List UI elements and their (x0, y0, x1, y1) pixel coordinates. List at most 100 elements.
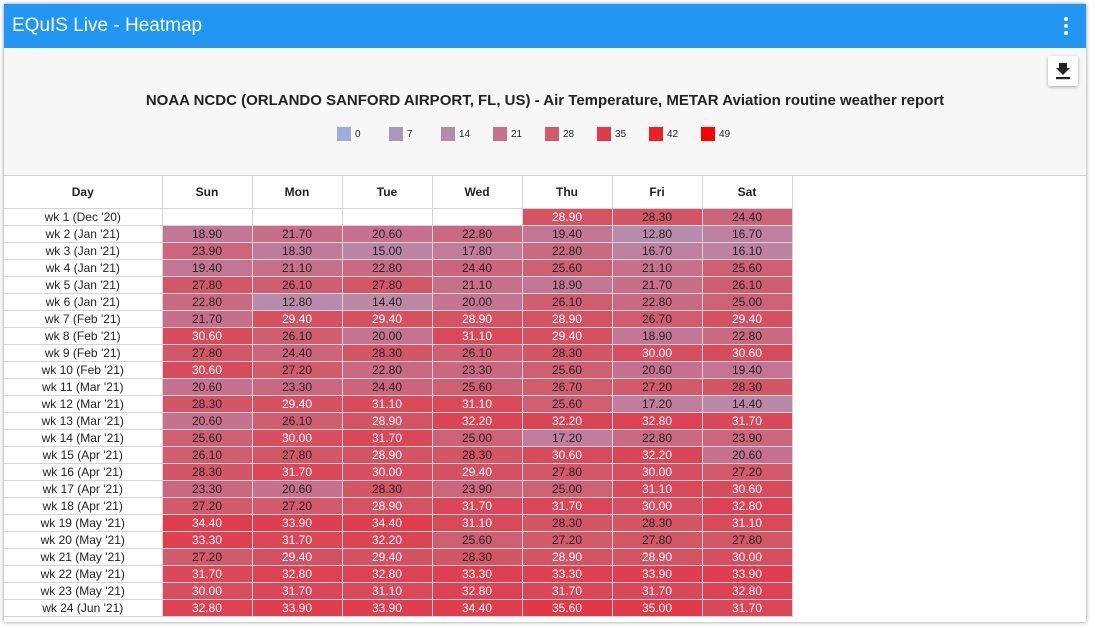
heatmap-cell[interactable]: 20.60 (162, 412, 253, 430)
heatmap-cell[interactable]: 17.20 (522, 429, 613, 447)
heatmap-cell[interactable]: 27.80 (162, 276, 253, 294)
heatmap-cell[interactable]: 21.10 (252, 259, 343, 277)
heatmap-cell[interactable]: 27.80 (522, 463, 613, 481)
more-menu-icon[interactable] (1054, 12, 1078, 40)
heatmap-cell[interactable]: 17.80 (432, 242, 523, 260)
heatmap-cell[interactable]: 31.70 (252, 463, 343, 481)
heatmap-cell[interactable]: 28.30 (162, 463, 253, 481)
heatmap-cell[interactable]: 29.40 (342, 548, 433, 566)
legend-item[interactable]: 21 (493, 127, 545, 141)
heatmap-cell[interactable]: 18.90 (612, 327, 703, 345)
heatmap-cell[interactable]: 23.30 (162, 480, 253, 498)
heatmap-cell[interactable]: 21.70 (252, 225, 343, 243)
heatmap-cell[interactable]: 20.60 (162, 378, 253, 396)
heatmap-cell[interactable]: 33.90 (702, 565, 793, 583)
heatmap-cell[interactable]: 28.30 (702, 378, 793, 396)
heatmap-cell[interactable]: 26.10 (252, 412, 343, 430)
heatmap-cell[interactable]: 33.30 (162, 531, 253, 549)
heatmap-cell[interactable]: 28.30 (612, 208, 703, 226)
heatmap-cell[interactable] (432, 208, 523, 226)
heatmap-cell[interactable]: 16.70 (612, 242, 703, 260)
heatmap-cell[interactable]: 20.60 (342, 225, 433, 243)
heatmap-cell[interactable]: 31.10 (702, 514, 793, 532)
heatmap-cell[interactable]: 30.60 (162, 327, 253, 345)
heatmap-cell[interactable]: 23.90 (162, 242, 253, 260)
heatmap-cell[interactable]: 22.80 (612, 429, 703, 447)
heatmap-cell[interactable]: 30.60 (702, 344, 793, 362)
heatmap-cell[interactable]: 28.90 (522, 310, 613, 328)
heatmap-cell[interactable]: 28.90 (342, 412, 433, 430)
heatmap-cell[interactable]: 33.30 (522, 565, 613, 583)
heatmap-cell[interactable]: 22.80 (702, 327, 793, 345)
heatmap-cell[interactable]: 32.20 (522, 412, 613, 430)
heatmap-cell[interactable]: 24.40 (252, 344, 343, 362)
heatmap-cell[interactable]: 34.40 (162, 514, 253, 532)
heatmap-cell[interactable]: 31.70 (162, 565, 253, 583)
heatmap-cell[interactable]: 27.80 (342, 276, 433, 294)
legend-item[interactable]: 49 (701, 127, 753, 141)
heatmap-cell[interactable]: 31.70 (252, 531, 343, 549)
heatmap-cell[interactable]: 21.10 (612, 259, 703, 277)
heatmap-cell[interactable]: 20.00 (342, 327, 433, 345)
heatmap-cell[interactable]: 27.20 (252, 497, 343, 515)
heatmap-cell[interactable]: 31.70 (522, 582, 613, 600)
heatmap-cell[interactable]: 31.70 (702, 599, 793, 617)
heatmap-cell[interactable]: 35.00 (612, 599, 703, 617)
heatmap-cell[interactable]: 33.90 (612, 565, 703, 583)
heatmap-cell[interactable]: 18.90 (162, 225, 253, 243)
heatmap-cell[interactable]: 32.80 (612, 412, 703, 430)
heatmap-cell[interactable]: 32.20 (342, 531, 433, 549)
heatmap-cell[interactable]: 24.40 (432, 259, 523, 277)
heatmap-cell[interactable]: 20.60 (252, 480, 343, 498)
heatmap-cell[interactable]: 31.10 (432, 327, 523, 345)
heatmap-cell[interactable]: 15.00 (342, 242, 433, 260)
heatmap-cell[interactable]: 28.90 (612, 548, 703, 566)
heatmap-cell[interactable]: 33.30 (432, 565, 523, 583)
heatmap-cell[interactable]: 34.40 (432, 599, 523, 617)
heatmap-cell[interactable]: 32.80 (342, 565, 433, 583)
heatmap-cell[interactable]: 25.60 (432, 378, 523, 396)
heatmap-cell[interactable] (162, 208, 253, 226)
heatmap-cell[interactable]: 31.70 (432, 497, 523, 515)
heatmap-cell[interactable]: 22.80 (612, 293, 703, 311)
heatmap-cell[interactable]: 26.10 (432, 344, 523, 362)
heatmap-cell[interactable]: 12.80 (612, 225, 703, 243)
heatmap-cell[interactable]: 31.70 (252, 582, 343, 600)
heatmap-cell[interactable]: 24.40 (702, 208, 793, 226)
heatmap-cell[interactable]: 26.10 (522, 293, 613, 311)
heatmap-cell[interactable]: 30.00 (612, 463, 703, 481)
heatmap-cell[interactable]: 34.40 (342, 514, 433, 532)
heatmap-cell[interactable]: 28.30 (342, 480, 433, 498)
heatmap-cell[interactable]: 32.80 (702, 582, 793, 600)
heatmap-cell[interactable]: 27.20 (162, 497, 253, 515)
heatmap-cell[interactable]: 22.80 (342, 361, 433, 379)
heatmap-cell[interactable]: 17.20 (612, 395, 703, 413)
heatmap-cell[interactable]: 30.00 (162, 582, 253, 600)
heatmap-cell[interactable]: 22.80 (162, 293, 253, 311)
heatmap-cell[interactable]: 23.90 (702, 429, 793, 447)
heatmap-cell[interactable]: 25.60 (702, 259, 793, 277)
heatmap-cell[interactable]: 22.80 (432, 225, 523, 243)
heatmap-cell[interactable]: 27.20 (522, 531, 613, 549)
heatmap-cell[interactable]: 23.30 (252, 378, 343, 396)
heatmap-cell[interactable]: 33.90 (252, 599, 343, 617)
heatmap-cell[interactable]: 31.10 (342, 395, 433, 413)
heatmap-cell[interactable]: 25.60 (522, 259, 613, 277)
heatmap-cell[interactable]: 28.30 (162, 395, 253, 413)
legend-item[interactable]: 42 (649, 127, 701, 141)
heatmap-cell[interactable]: 33.90 (342, 599, 433, 617)
heatmap-cell[interactable]: 31.70 (522, 497, 613, 515)
heatmap-cell[interactable]: 25.60 (432, 531, 523, 549)
heatmap-cell[interactable]: 14.40 (342, 293, 433, 311)
heatmap-cell[interactable]: 29.40 (252, 548, 343, 566)
download-button[interactable] (1048, 56, 1078, 86)
heatmap-cell[interactable]: 26.10 (162, 446, 253, 464)
heatmap-cell[interactable]: 29.40 (252, 395, 343, 413)
heatmap-cell[interactable]: 29.40 (342, 310, 433, 328)
heatmap-cell[interactable]: 25.60 (522, 395, 613, 413)
heatmap-cell[interactable]: 27.80 (612, 531, 703, 549)
heatmap-cell[interactable]: 28.30 (432, 548, 523, 566)
heatmap-cell[interactable]: 20.60 (702, 446, 793, 464)
heatmap-cell[interactable]: 28.90 (342, 497, 433, 515)
heatmap-cell[interactable]: 31.10 (432, 395, 523, 413)
